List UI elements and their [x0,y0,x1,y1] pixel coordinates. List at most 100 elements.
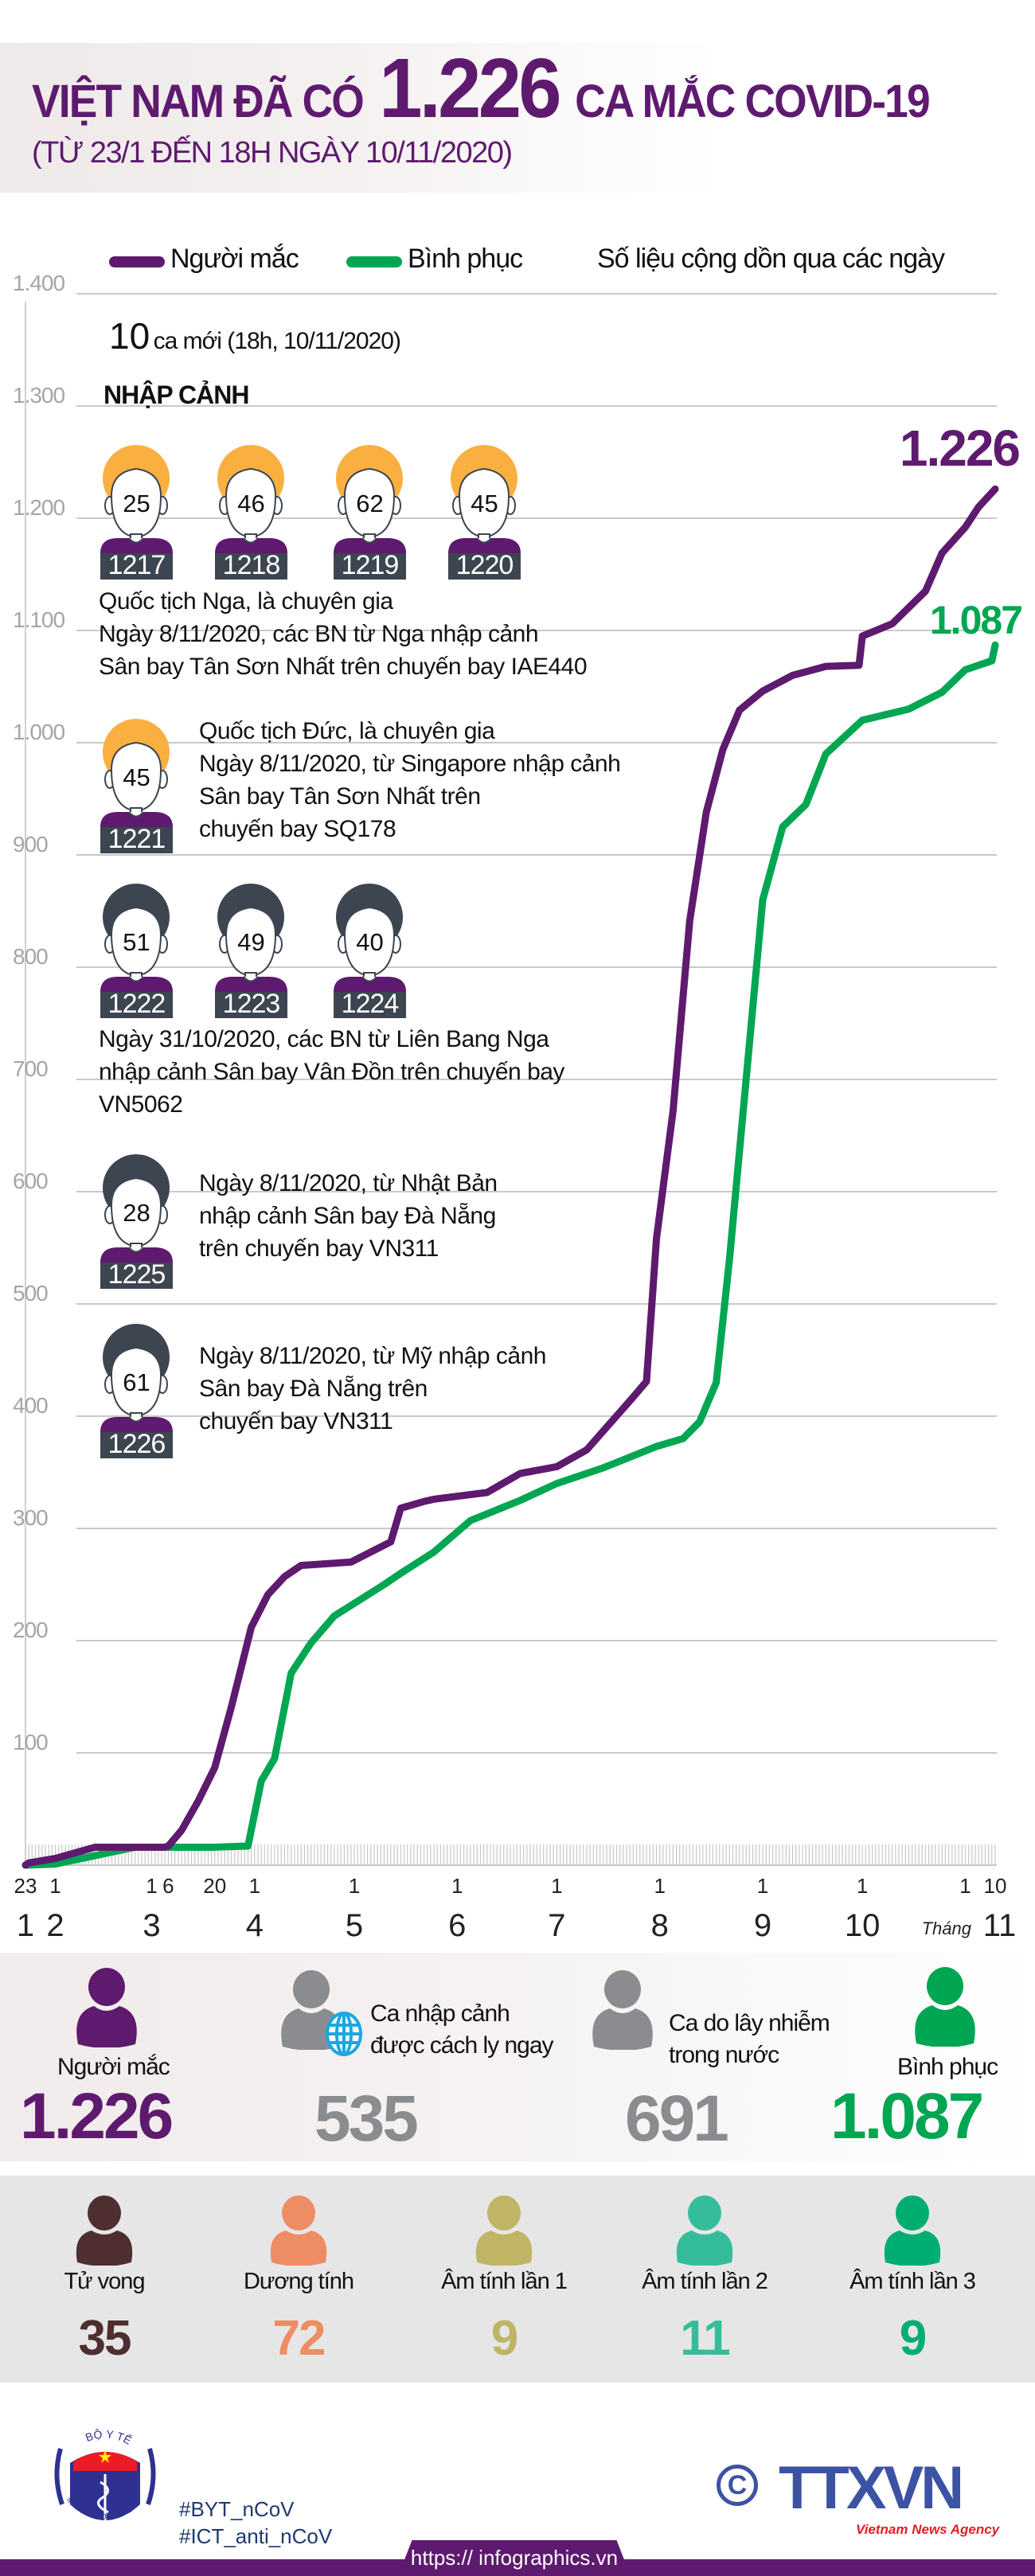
imported-label: Ca nhập cảnh được cách ly ngay [370,1998,554,2062]
status-value: 35 [78,2311,132,2366]
patient-card: 62 1219 [332,440,408,580]
patient-age: 46 [237,490,265,517]
day-tick-label: 1 [249,1874,260,1898]
status-label: Âm tính lần 2 [642,2269,768,2294]
local-value: 691 [625,2082,729,2155]
month-tick-label: 10 [845,1908,881,1942]
person-icon-local [592,1970,653,2050]
patient-age: 49 [237,928,265,956]
subtitle: (TỪ 23/1 ĐẾN 18H NGÀY 10/11/2020) [32,136,513,170]
patient-group-description: Ngày 8/11/2020, từ Mỹ nhập cảnh Sân bay Đ… [199,1340,546,1438]
month-tick-label: 9 [754,1908,771,1942]
status-label: Âm tính lần 3 [849,2269,976,2294]
month-tick-label: 8 [651,1908,669,1942]
agency-name: Vietnam News Agency [856,2522,1000,2537]
patient-id: 1217 [107,550,166,580]
cases-end-label: 1.226 [900,420,1020,477]
y-tick-label: 1.300 [13,383,64,408]
ttxvn-logo: TTXVN [779,2454,964,2522]
summary-band [0,1953,1035,2161]
cases-label: Người mắc [57,2054,170,2080]
copyright-icon: ©C [717,2465,758,2506]
patient-age: 51 [123,928,150,956]
patient-id: 1226 [107,1429,166,1459]
day-tick-label: 1 [146,1874,157,1898]
y-tick-label: 1.100 [13,607,64,632]
new-cases-text: ca mới (18h, 10/11/2020) [153,328,401,354]
legend-swatch-cases [109,256,165,267]
imported-label-line2: được cách ly ngay [370,2032,554,2059]
title-prefix: VIỆT NAM ĐÃ CÓ [32,76,365,127]
patient-card: 61 1226 [99,1319,174,1458]
cumulative-cases-chart: 100 200 300 400 500 600 700 800 900 1.000 1.100 1.2… [13,271,1023,1942]
y-tick-label: 500 [13,1281,48,1306]
day-tick-label: 1 [451,1874,463,1898]
day-tick-label: 1 [654,1874,665,1898]
y-tick-label: 1.000 [13,720,64,744]
month-tick-label: 4 [246,1908,264,1942]
title-number: 1.226 [379,41,561,135]
y-tick-label: 1.400 [13,271,64,295]
description-line: Ngày 8/11/2020, từ Singapore nhập cảnh [199,751,621,777]
day-tick-label: 1 [959,1874,971,1898]
person-icon-status [72,2195,136,2270]
status-label: Dương tính [243,2269,354,2294]
description-line: Sân bay Tân Sơn Nhất trên chuyến bay IAE… [99,654,588,680]
patient-id: 1218 [222,550,281,580]
legend-recovered: Bình phục [408,244,523,274]
y-tick-label: 700 [13,1056,48,1081]
section-label: NHẬP CẢNH [104,381,249,409]
month-tick-label: 5 [346,1908,363,1942]
imported-label-line1: Ca nhập cảnh [370,2000,510,2027]
patient-avatar-icon [100,884,173,1018]
person-icon-cases [76,1968,137,2047]
url-tab [398,2540,631,2576]
status-value: 11 [680,2311,731,2366]
series-line-recovered [21,641,999,1869]
patient-group-description: Quốc tịch Đức, là chuyên gia Ngày 8/11/20… [199,715,621,845]
patient-id: 1220 [455,550,514,580]
day-tick-label: 1 [857,1874,868,1898]
status-label: Âm tính lần 1 [441,2269,568,2294]
legend-note: Số liệu cộng dồn qua các ngày [597,244,945,274]
day-tick-label: 10 [984,1874,1007,1898]
website-link[interactable]: https:// infographics.vn [410,2546,619,2570]
description-line: Ngày 8/11/2020, các BN từ Nga nhập cảnh [99,621,539,647]
person-icon-status [267,2195,330,2270]
recovered-label: Bình phục [897,2054,998,2080]
month-tick-label: 6 [448,1908,466,1942]
hashtag-byt[interactable]: #BYT_nCoV [179,2497,295,2521]
patient-avatar-icon [100,719,173,853]
hashtag-ict[interactable]: #ICT_anti_nCoV [179,2524,333,2548]
y-tick-label: 900 [13,832,48,857]
patient-age: 62 [356,490,384,517]
person-icon-status [881,2195,944,2270]
patient-card: 25 1217 [99,440,174,580]
patient-avatar-icon [448,445,521,580]
description-line: Quốc tịch Nga, là chuyên gia [99,588,393,615]
legend-swatch-recovered [346,256,402,267]
patient-card: 45 1220 [447,440,522,580]
status-label: Tử vong [64,2269,145,2294]
patient-id: 1219 [341,550,400,580]
description-line: Ngày 8/11/2020, từ Nhật Bản [199,1170,498,1196]
day-tick-label: 1 [757,1874,768,1898]
day-tick-label: 23 [14,1874,37,1898]
imported-value: 535 [314,2082,419,2155]
y-tick-label: 200 [13,1618,48,1642]
day-tick-label: 20 [203,1874,226,1898]
description-line: VN5062 [99,1091,183,1118]
patient-age: 40 [356,928,384,956]
person-icon-status [673,2195,736,2270]
page-title: VIỆT NAM ĐÃ CÓ 1.226 CA MẮC COVID-19 [32,41,931,135]
description-line: trên chuyến bay VN311 [199,1235,439,1262]
new-cases-count: 10 [109,315,150,357]
status-value: 72 [272,2311,326,2366]
series-line-cases [21,485,999,1869]
patient-card: 28 1225 [99,1149,174,1289]
patient-id: 1222 [107,989,166,1019]
header-band [0,43,717,193]
patient-card: 51 1222 [99,879,174,1018]
patient-age: 28 [123,1199,150,1227]
y-tick-label: 800 [13,944,48,969]
